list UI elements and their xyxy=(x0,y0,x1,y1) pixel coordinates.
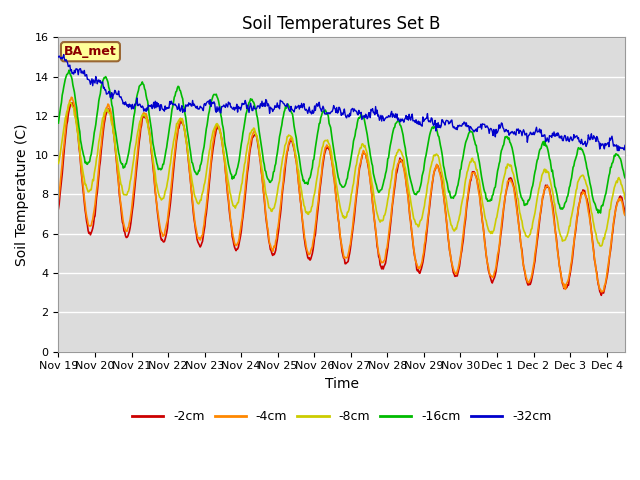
X-axis label: Time: Time xyxy=(324,377,358,391)
Title: Soil Temperatures Set B: Soil Temperatures Set B xyxy=(243,15,441,33)
Text: BA_met: BA_met xyxy=(64,45,117,58)
Legend: -2cm, -4cm, -8cm, -16cm, -32cm: -2cm, -4cm, -8cm, -16cm, -32cm xyxy=(127,405,557,428)
Y-axis label: Soil Temperature (C): Soil Temperature (C) xyxy=(15,123,29,265)
